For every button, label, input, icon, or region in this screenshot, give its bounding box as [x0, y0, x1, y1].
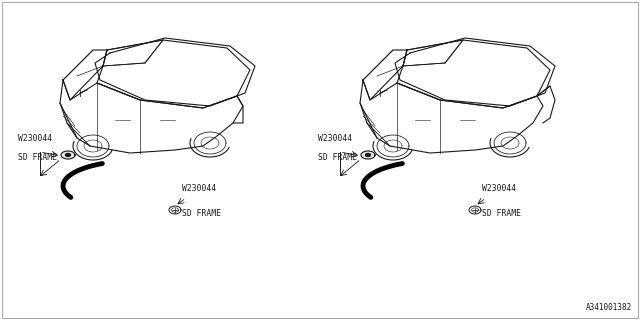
Text: SD FRAME: SD FRAME: [182, 209, 221, 218]
Text: SD FRAME: SD FRAME: [18, 153, 57, 162]
Text: A341001382: A341001382: [586, 303, 632, 312]
Text: SD FRAME: SD FRAME: [318, 153, 357, 162]
Text: W230044: W230044: [318, 134, 352, 143]
Polygon shape: [61, 151, 75, 159]
Text: SD FRAME: SD FRAME: [482, 209, 521, 218]
Text: W230044: W230044: [482, 184, 516, 193]
Polygon shape: [469, 206, 481, 214]
Polygon shape: [361, 151, 375, 159]
Polygon shape: [365, 154, 371, 156]
Polygon shape: [169, 206, 181, 214]
Polygon shape: [65, 154, 70, 156]
Text: W230044: W230044: [182, 184, 216, 193]
Text: W230044: W230044: [18, 134, 52, 143]
